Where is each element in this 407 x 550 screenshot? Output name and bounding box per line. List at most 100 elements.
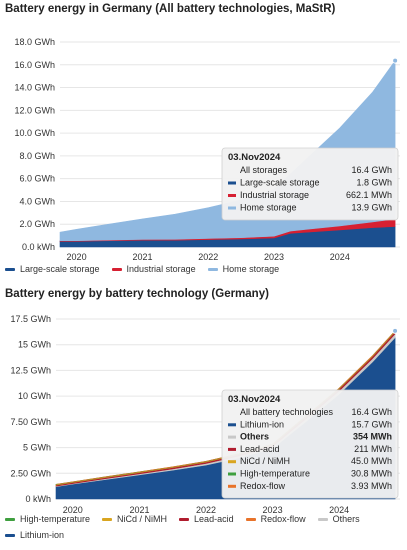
legend-swatch	[179, 517, 190, 521]
tooltip-label: Industrial storage	[240, 190, 309, 200]
y-tick-label: 17.5 GWh	[10, 314, 51, 324]
legend-swatch	[317, 517, 328, 521]
tooltip-swatch	[228, 447, 236, 451]
tooltip-value: 354 MWh	[353, 432, 392, 442]
tooltip: 03.Nov2024 All storages 16.4 GWh Large-scal…	[221, 147, 399, 221]
hover-point	[392, 57, 399, 64]
tooltip-swatch	[228, 206, 236, 210]
hover-point	[392, 327, 399, 334]
chart-title: Battery energy in Germany (All battery t…	[5, 3, 336, 15]
tooltip-value: 16.4 GWh	[351, 407, 392, 417]
y-tick-label: 15 GWh	[18, 340, 51, 350]
y-tick-label: 14.0 GWh	[14, 83, 55, 93]
legend-label: High-temperature	[20, 514, 91, 524]
tooltip-swatch	[228, 460, 236, 464]
x-tick-label: 2023	[264, 252, 284, 262]
legend-item-nicd-nimh[interactable]: NiCd / NiMH	[102, 514, 167, 524]
y-tick-label: 6.0 GWh	[19, 174, 55, 184]
legend-label: Others	[332, 514, 360, 524]
tooltip-swatch	[228, 423, 236, 427]
x-tick-label: 2022	[196, 505, 216, 515]
tooltip-label: Lead-acid	[240, 444, 280, 454]
chart-legend: High-temperature NiCd / NiMH Lead-acid Redo…	[5, 514, 400, 540]
tooltip-label: All storages	[240, 165, 288, 175]
x-tick-label: 2021	[133, 252, 153, 262]
x-tick-label: 2023	[263, 505, 283, 515]
legend-item-industrial-storage[interactable]: Industrial storage	[111, 264, 196, 274]
legend-swatch	[5, 533, 15, 537]
tooltip-value: 15.7 GWh	[351, 419, 392, 429]
legend-swatch	[207, 267, 218, 271]
tooltip-swatch	[228, 472, 236, 476]
legend-swatch	[5, 517, 15, 521]
y-tick-label: 2.50 GWh	[10, 468, 51, 478]
legend-item-home-storage[interactable]: Home storage	[207, 264, 280, 274]
legend-label: Redox-flow	[260, 514, 306, 524]
tooltip-value: 1.8 GWh	[356, 178, 392, 188]
chart-plot[interactable]: 0.0 kWh 2.0 GWh 4.0 GWh 6.0 GWh 8.0 GWh 10.0 …	[0, 20, 407, 280]
y-tick-label: 12.5 GWh	[10, 365, 51, 375]
tooltip-box	[221, 147, 399, 221]
tooltip-label: Redox-flow	[240, 481, 286, 491]
chart-legend: Large-scale storage Industrial storage Hom…	[5, 264, 400, 274]
tooltip-label: Home storage	[240, 203, 297, 213]
tooltip-label: NiCd / NiMH	[240, 456, 290, 466]
tooltip-value: 30.8 MWh	[351, 469, 392, 479]
tooltip-value: 13.9 GWh	[351, 203, 392, 213]
tooltip-box	[221, 389, 399, 499]
y-tick-label: 10 GWh	[18, 391, 51, 401]
y-tick-label: 8.0 GWh	[19, 151, 55, 161]
y-tick-label: 7.50 GWh	[10, 417, 51, 427]
legend-label: Industrial storage	[126, 264, 196, 274]
chart-panel-storage-types: Battery energy in Germany (All battery t…	[0, 3, 407, 280]
tooltip-label: High-temperature	[240, 469, 310, 479]
legend-item-high-temperature[interactable]: High-temperature	[5, 514, 90, 524]
legend-item-redox-flow[interactable]: Redox-flow	[245, 514, 306, 524]
tooltip-value: 3.93 MWh	[351, 481, 392, 491]
tooltip-label: Large-scale storage	[240, 178, 320, 188]
legend-item-large-scale-storage[interactable]: Large-scale storage	[5, 264, 100, 274]
tooltip-label: All battery technologies	[240, 407, 334, 417]
x-tick-label: 2020	[67, 252, 87, 262]
tooltip-label: Lithium-ion	[240, 419, 284, 429]
tooltip-value: 45.0 MWh	[351, 456, 392, 466]
chart-plot[interactable]: 0 kWh 2.50 GWh 5 GWh 7.50 GWh 10 GWh 12.5 GWh…	[0, 305, 407, 530]
legend-label: Lithium-ion	[20, 530, 65, 540]
y-tick-label: 5 GWh	[23, 443, 51, 453]
y-tick-label: 12.0 GWh	[14, 105, 55, 115]
x-tick-label: 2024	[329, 505, 349, 515]
chart-title: Battery energy by battery technology (Ge…	[5, 288, 269, 300]
legend-swatch	[245, 517, 256, 521]
tooltip-swatch	[228, 181, 236, 185]
legend-item-lead-acid[interactable]: Lead-acid	[179, 514, 234, 524]
y-tick-label: 16.0 GWh	[14, 60, 55, 70]
tooltip-date: 03.Nov2024	[228, 394, 281, 405]
chart-panel-technologies: Battery energy by battery technology (Ge…	[0, 285, 407, 550]
y-tick-label: 0.0 kWh	[22, 242, 55, 252]
legend-item-others[interactable]: Others	[317, 514, 360, 524]
legend-swatch	[111, 267, 122, 271]
y-tick-label: 2.0 GWh	[19, 219, 55, 229]
y-tick-label: 0 kWh	[25, 494, 51, 504]
legend-label: Home storage	[222, 264, 280, 274]
tooltip-value: 211 MWh	[354, 444, 392, 454]
legend-label: NiCd / NiMH	[117, 514, 168, 524]
legend-swatch	[102, 517, 113, 521]
tooltip-swatch	[228, 484, 236, 488]
tooltip-swatch	[228, 194, 236, 197]
tooltip-date: 03.Nov2024	[228, 152, 281, 163]
y-tick-label: 4.0 GWh	[19, 196, 55, 206]
y-tick-label: 10.0 GWh	[14, 128, 55, 138]
legend-item-lithium-ion[interactable]: Lithium-ion	[5, 530, 64, 540]
tooltip-value: 16.4 GWh	[351, 165, 392, 175]
x-tick-label: 2020	[63, 505, 83, 515]
tooltip-swatch	[228, 435, 236, 439]
x-tick-label: 2022	[198, 252, 218, 262]
x-tick-label: 2024	[330, 252, 350, 262]
tooltip-value: 662.1 MWh	[346, 190, 392, 200]
y-tick-label: 18.0 GWh	[14, 37, 55, 47]
tooltip: 03.Nov2024 All battery technologies 16.4 G…	[221, 389, 399, 499]
legend-label: Large-scale storage	[20, 264, 100, 274]
legend-label: Lead-acid	[194, 514, 234, 524]
tooltip-label: Others	[240, 432, 269, 442]
